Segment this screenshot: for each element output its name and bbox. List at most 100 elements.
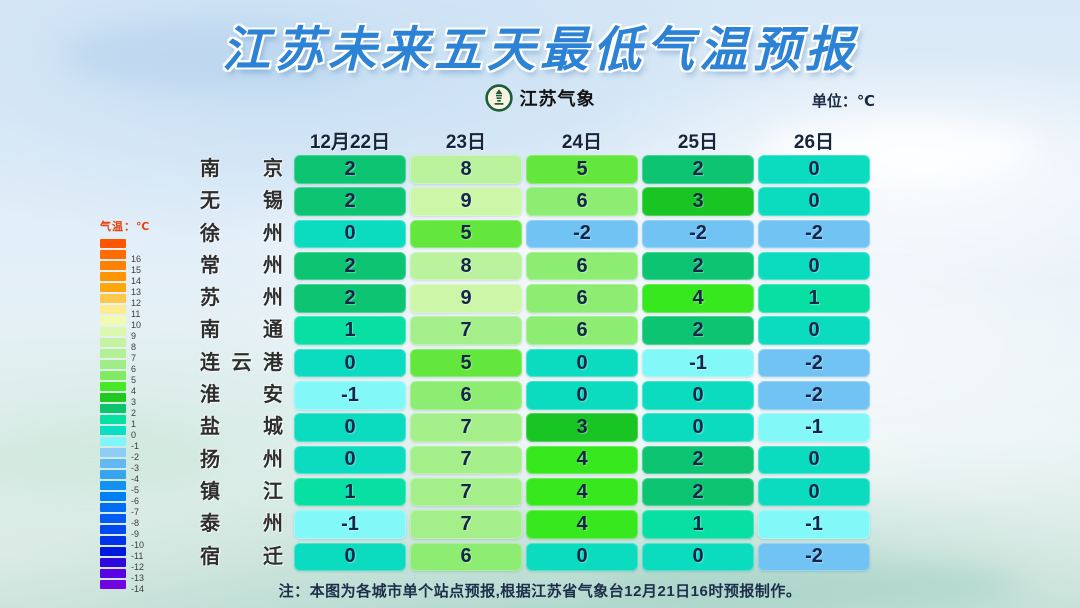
date-header: 26日 bbox=[793, 132, 835, 153]
legend-label: -6 bbox=[131, 496, 140, 506]
legend-entry: -1 bbox=[100, 436, 150, 451]
table-row: 南京 2 8 5 2 0 bbox=[200, 155, 870, 184]
legend-swatch bbox=[100, 436, 126, 447]
table-row: 苏州 2 9 6 4 1 bbox=[200, 284, 870, 313]
legend-entry: 4 bbox=[100, 381, 150, 396]
legend-label: 13 bbox=[131, 287, 142, 297]
city-label: 连云港 bbox=[200, 351, 283, 374]
legend-entry: -14 bbox=[100, 579, 150, 594]
legend-swatch bbox=[100, 579, 126, 590]
temp-cell: -2 bbox=[526, 219, 638, 249]
legend-swatch bbox=[100, 403, 126, 414]
legend-label: 4 bbox=[131, 386, 137, 396]
legend-swatch bbox=[100, 491, 126, 502]
temp-cell: 2 bbox=[294, 187, 406, 216]
temp-cell: 0 bbox=[642, 381, 754, 410]
legend-label: -7 bbox=[131, 507, 140, 517]
temp-cell: 0 bbox=[758, 155, 870, 184]
temp-cell: -1 bbox=[294, 381, 406, 410]
temp-cell: 0 bbox=[294, 445, 406, 475]
city-label: 常州 bbox=[200, 254, 283, 277]
temp-cell: 8 bbox=[410, 251, 522, 281]
legend-swatch bbox=[100, 348, 126, 359]
temp-cell: -2 bbox=[758, 348, 870, 378]
legend-entry: 8 bbox=[100, 337, 150, 352]
temp-cell: 2 bbox=[642, 445, 754, 475]
legend-swatch bbox=[100, 557, 126, 568]
temp-cell: 8 bbox=[410, 155, 522, 184]
temp-cell: 2 bbox=[294, 284, 406, 313]
legend-swatch bbox=[100, 524, 126, 535]
legend-label: -9 bbox=[131, 529, 140, 539]
city-label: 苏州 bbox=[200, 287, 283, 310]
legend-entry: -3 bbox=[100, 458, 150, 473]
jiangsu-meteorology-logo-icon bbox=[484, 84, 513, 112]
table-row: 无锡 2 9 6 3 0 bbox=[200, 187, 870, 216]
legend-swatch bbox=[100, 447, 126, 458]
temp-cell: 0 bbox=[526, 542, 638, 572]
legend-label: -5 bbox=[131, 485, 140, 495]
legend-entry: -11 bbox=[100, 546, 150, 561]
table-row: 扬州 0 7 4 2 0 bbox=[200, 445, 870, 475]
page-title: 江苏未来五天最低气温预报 bbox=[221, 24, 858, 77]
temp-cell: 9 bbox=[410, 187, 522, 216]
legend-label: 2 bbox=[131, 408, 137, 418]
temp-cell: 3 bbox=[642, 187, 754, 216]
legend-entry: -12 bbox=[100, 557, 150, 572]
date-header: 23日 bbox=[445, 132, 487, 153]
legend-scale: 16 15 14 13 12 11 10 9 8 7 6 5 4 3 2 1 0 -1 -2 -3 -4 -5 -6 -7 -8… bbox=[100, 238, 150, 594]
legend-label: 0 bbox=[131, 430, 137, 440]
table-row: 常州 2 8 6 2 0 bbox=[200, 251, 870, 281]
legend-swatch bbox=[100, 502, 126, 513]
legend-entry: 16 bbox=[100, 249, 150, 264]
temp-cell: 0 bbox=[758, 187, 870, 216]
temp-cell: 6 bbox=[526, 251, 638, 281]
temp-cell: 0 bbox=[294, 348, 406, 378]
legend-entry: 2 bbox=[100, 403, 150, 418]
legend-swatch bbox=[100, 260, 126, 271]
legend-entry: 1 bbox=[100, 414, 150, 429]
temp-cell: -1 bbox=[294, 510, 406, 539]
legend-entry: 11 bbox=[100, 304, 150, 319]
table-row: 淮安 -1 6 0 0 -2 bbox=[200, 381, 870, 410]
table-row: 盐城 0 7 3 0 -1 bbox=[200, 413, 870, 442]
temp-cell: 6 bbox=[526, 284, 638, 313]
city-label: 宿迁 bbox=[200, 545, 283, 568]
temp-cell: 0 bbox=[294, 542, 406, 572]
legend-entry: -10 bbox=[100, 535, 150, 550]
legend-label: 12 bbox=[131, 298, 142, 308]
legend-swatch bbox=[100, 513, 126, 524]
legend-entry: -9 bbox=[100, 524, 150, 539]
temp-cell: 5 bbox=[410, 219, 522, 249]
temp-cell: 5 bbox=[410, 348, 522, 378]
legend-swatch bbox=[100, 304, 126, 315]
table-row: 宿迁 0 6 0 0 -2 bbox=[200, 542, 870, 572]
temp-cell: 0 bbox=[642, 413, 754, 442]
temp-cell: -1 bbox=[758, 413, 870, 442]
legend-entry: 12 bbox=[100, 293, 150, 308]
legend-label: 16 bbox=[131, 254, 142, 264]
legend-title: 气温：℃ bbox=[100, 221, 151, 233]
legend-swatch bbox=[100, 546, 126, 557]
table-row: 泰州 -1 7 4 1 -1 bbox=[200, 510, 870, 539]
legend-label: -11 bbox=[131, 551, 144, 561]
temp-cell: 2 bbox=[642, 155, 754, 184]
legend-label: 1 bbox=[131, 419, 137, 429]
legend-swatch bbox=[100, 337, 126, 348]
legend-swatch bbox=[100, 381, 126, 392]
legend-swatch bbox=[100, 414, 126, 425]
table-row: 南通 1 7 6 2 0 bbox=[200, 316, 870, 345]
temp-cell: 0 bbox=[758, 445, 870, 475]
legend-swatch bbox=[100, 392, 126, 403]
table-row: 镇江 1 7 4 2 0 bbox=[200, 477, 870, 507]
legend-swatch bbox=[100, 535, 126, 546]
temp-cell: 0 bbox=[758, 251, 870, 281]
temp-cell: 1 bbox=[294, 316, 406, 345]
legend-label: -12 bbox=[131, 562, 145, 572]
legend-swatch bbox=[100, 480, 126, 491]
temp-cell: 6 bbox=[410, 381, 522, 410]
table-header-row: 12月22日 23日 24日 25日 26日 bbox=[200, 127, 870, 153]
date-header: 24日 bbox=[561, 132, 603, 153]
legend-label: 5 bbox=[131, 375, 137, 385]
